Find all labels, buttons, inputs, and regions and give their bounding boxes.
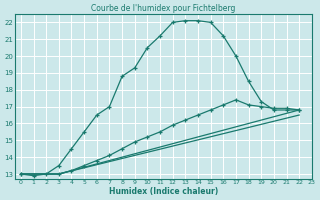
Title: Courbe de l'humidex pour Fichtelberg: Courbe de l'humidex pour Fichtelberg xyxy=(91,4,236,13)
X-axis label: Humidex (Indice chaleur): Humidex (Indice chaleur) xyxy=(108,187,218,196)
